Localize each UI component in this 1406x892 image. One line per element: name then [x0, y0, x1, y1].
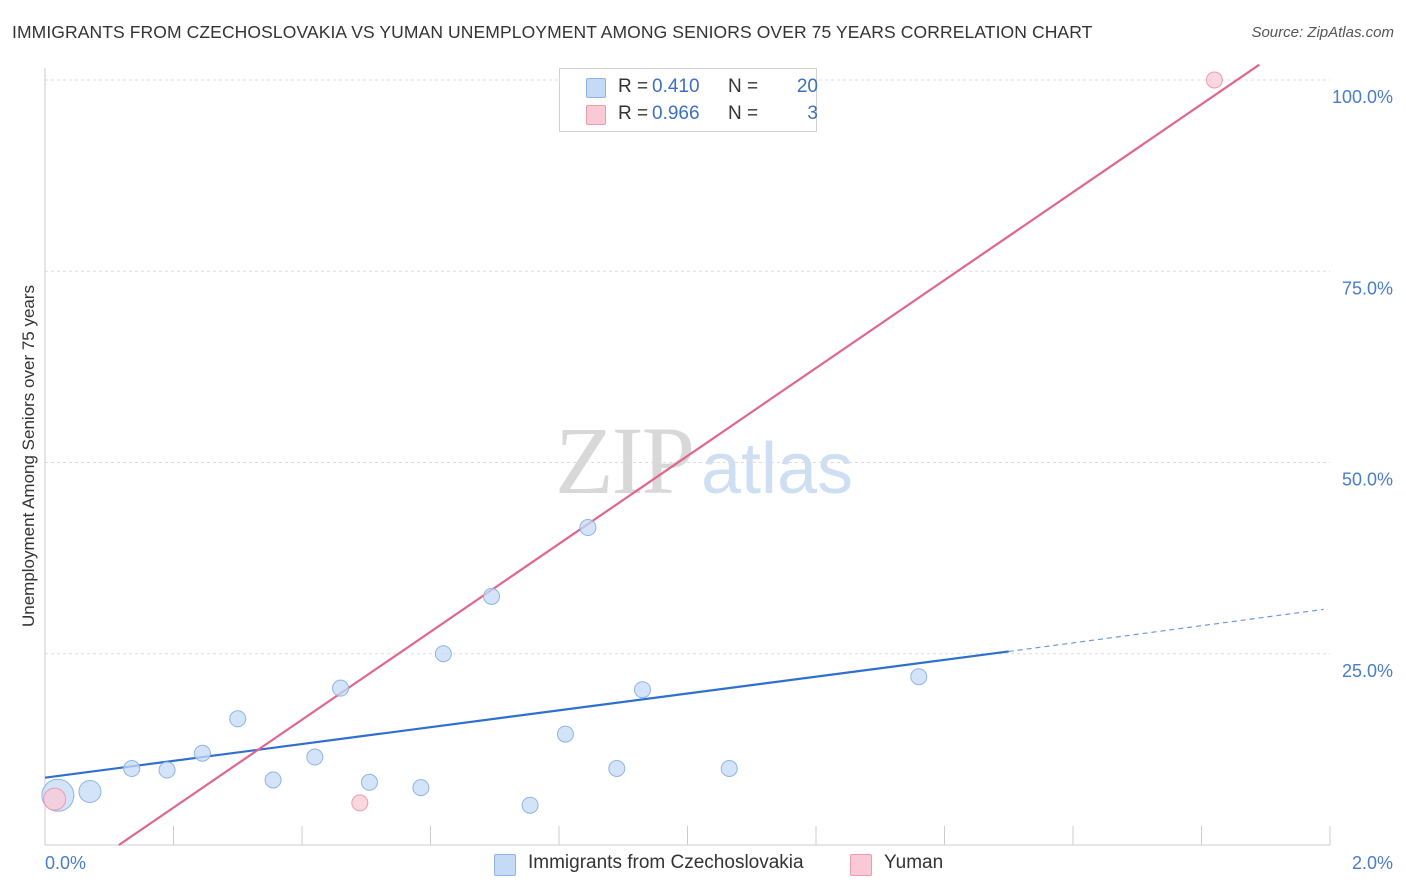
point-czechoslovakia	[579, 519, 597, 537]
point-czechoslovakia	[412, 779, 430, 797]
y-tick-label: 25.0%	[1342, 661, 1393, 681]
legend-swatch-pink	[586, 105, 606, 125]
point-czechoslovakia	[158, 761, 176, 779]
bottom-legend-label: Immigrants from Czechoslovakia	[528, 852, 804, 873]
legend-n-value: 20	[796, 76, 818, 97]
x-tick-label: 0.0%	[45, 853, 86, 873]
y-tick-label: 50.0%	[1342, 470, 1393, 490]
point-yuman	[43, 787, 67, 811]
point-czechoslovakia	[556, 725, 574, 743]
point-yuman	[1205, 71, 1223, 89]
stats-legend: R = 0.410 N = 20 R = 0.966 N = 3	[559, 68, 818, 132]
legend-r-value: 0.966	[652, 103, 700, 124]
point-czechoslovakia	[193, 744, 211, 762]
legend-r-value: 0.410	[652, 76, 700, 97]
y-tick-label: 100.0%	[1332, 87, 1393, 107]
point-czechoslovakia	[608, 760, 626, 777]
point-czechoslovakia	[306, 748, 324, 766]
chart-title: IMMIGRANTS FROM CZECHOSLOVAKIA VS YUMAN …	[12, 22, 1093, 42]
bottom-legend-swatch-pink	[850, 854, 872, 876]
tick-labels: 25.0% 50.0% 75.0% 100.0% 0.0% 2.0%	[45, 87, 1393, 873]
point-yuman	[351, 794, 369, 812]
y-tick-label: 75.0%	[1342, 278, 1393, 298]
legend-r-label: R =	[618, 76, 649, 97]
legend-n-label: N =	[728, 76, 759, 97]
point-czechoslovakia	[521, 796, 539, 814]
legend-swatch-blue	[586, 78, 606, 98]
point-czechoslovakia	[360, 773, 378, 791]
legend-n-value: 3	[807, 103, 818, 124]
y-axis-label: Unemployment Among Seniors over 75 years	[19, 285, 38, 627]
bottom-legend-swatch-blue	[494, 854, 516, 876]
point-czechoslovakia	[229, 710, 247, 728]
point-czechoslovakia	[634, 681, 652, 699]
point-czechoslovakia	[78, 779, 102, 803]
trend-lines	[44, 63, 1324, 846]
x-tick-label: 2.0%	[1352, 853, 1393, 873]
point-czechoslovakia	[910, 668, 928, 686]
data-points	[41, 71, 1223, 814]
trend-extension-czechoslovakia	[1008, 608, 1324, 653]
bottom-legend-label: Yuman	[884, 852, 944, 873]
point-czechoslovakia	[123, 760, 141, 777]
point-czechoslovakia	[264, 771, 282, 789]
source-note: Source: ZipAtlas.com	[1251, 24, 1394, 41]
point-czechoslovakia	[332, 679, 350, 697]
gridlines	[45, 79, 1330, 655]
trend-line-czechoslovakia	[44, 650, 1009, 779]
trend-line-yuman	[118, 63, 1260, 846]
point-czechoslovakia	[483, 587, 501, 605]
point-czechoslovakia	[720, 760, 738, 777]
point-czechoslovakia	[434, 645, 452, 663]
axes	[44, 68, 1331, 846]
legend-n-label: N =	[728, 103, 759, 124]
legend-r-label: R =	[618, 103, 649, 124]
